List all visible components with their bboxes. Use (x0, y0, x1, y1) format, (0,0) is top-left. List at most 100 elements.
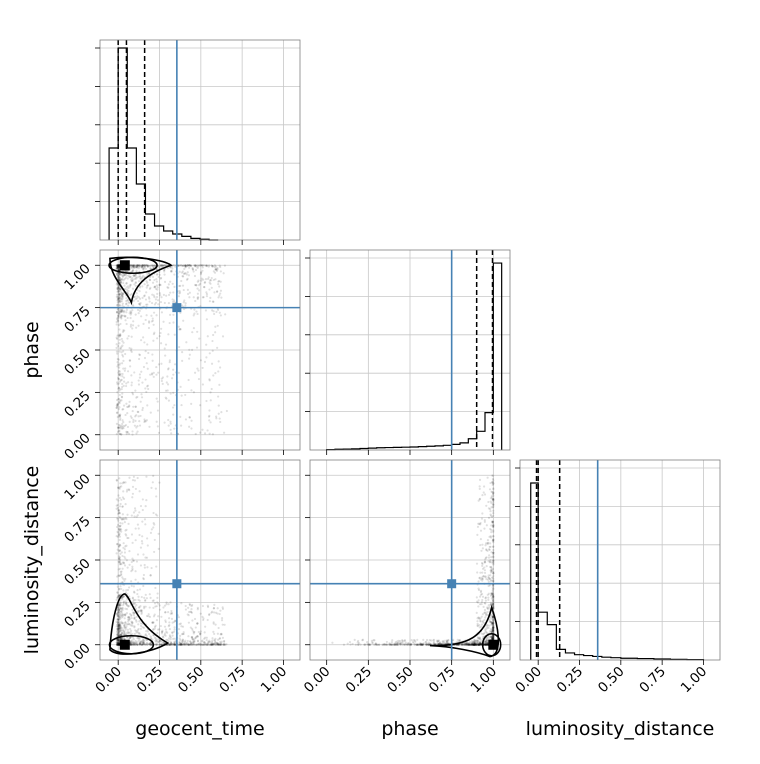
panel-geocent_time-vs-luminosity_distance-point (181, 639, 185, 642)
panel-geocent_time-vs-phase-point (118, 286, 121, 289)
panel-geocent_time-vs-luminosity_distance-point (117, 611, 120, 614)
panel-geocent_time-vs-luminosity_distance-point (213, 603, 216, 606)
panel-geocent_time-vs-luminosity_distance-point (118, 604, 121, 607)
panel-geocent_time-vs-phase-point (122, 384, 125, 387)
panel-geocent_time-vs-phase-point (209, 279, 213, 282)
panel-geocent_time-vs-phase-point (219, 265, 222, 269)
panel-phase-vs-luminosity_distance-point (492, 559, 495, 562)
panel-geocent_time-vs-luminosity_distance-point (117, 625, 120, 628)
panel-phase-vs-luminosity_distance-point (485, 578, 488, 581)
panel-geocent_time-vs-phase-point (117, 301, 120, 304)
panel-geocent_time-vs-phase-point (164, 343, 168, 346)
panel-geocent_time-vs-luminosity_distance-point (163, 632, 167, 635)
panel-geocent_time-vs-luminosity_distance-point (116, 595, 119, 599)
panel-geocent_time-vs-luminosity_distance-point (147, 642, 151, 646)
panel-phase-vs-luminosity_distance-point (485, 524, 488, 527)
panel-geocent_time-vs-luminosity_distance-point (168, 643, 171, 646)
panel-geocent_time-vs-phase-point (182, 264, 185, 267)
panel-phase-vs-luminosity_distance-point (472, 643, 475, 646)
panel-phase-vs-luminosity_distance-point (420, 643, 423, 646)
panel-phase-vs-luminosity_distance-point (492, 602, 495, 605)
panel-geocent_time-vs-luminosity_distance-point (117, 531, 120, 534)
panel-geocent_time-vs-phase-point (145, 291, 148, 294)
panel-phase-vs-luminosity_distance-point (478, 643, 481, 646)
panel-geocent_time-vs-luminosity_distance-point (219, 643, 223, 646)
panel-geocent_time-vs-phase-point (161, 264, 164, 267)
panel-phase-vs-luminosity_distance-point (492, 637, 495, 640)
panel-geocent_time-vs-phase-point (219, 314, 222, 317)
panel-geocent_time-vs-phase-point (116, 264, 120, 267)
panel-geocent_time-vs-luminosity_distance-point (154, 605, 157, 608)
panel-geocent_time-vs-luminosity_distance-point (118, 532, 121, 535)
panel-geocent_time-vs-luminosity_distance-point (138, 642, 142, 645)
panel-geocent_time-vs-luminosity_distance-point (118, 623, 122, 626)
panel-phase-vs-luminosity_distance-point (481, 512, 484, 515)
panel-geocent_time-vs-luminosity_distance-xtick-label: 1.00 (258, 664, 291, 697)
panel-phase-vs-luminosity_distance-point (491, 627, 494, 630)
panel-geocent_time-vs-phase-point (188, 353, 191, 356)
panel-phase-vs-luminosity_distance-point (480, 632, 483, 635)
panel-geocent_time-vs-phase-point (115, 320, 118, 324)
panel-phase-vs-luminosity_distance-point (491, 637, 494, 640)
panel-phase-vs-luminosity_distance-point (464, 642, 467, 646)
panel-geocent_time-vs-phase-point (138, 297, 142, 300)
panel-geocent_time-vs-phase-point (116, 267, 119, 270)
panel-geocent_time-vs-phase-point (115, 404, 118, 407)
panel-geocent_time-vs-phase-point (118, 328, 121, 331)
panel-geocent_time-vs-luminosity_distance-point (116, 548, 119, 551)
panel-geocent_time-vs-phase-point (145, 419, 148, 422)
panel-geocent_time-vs-luminosity_distance-point (214, 637, 217, 640)
panel-geocent_time-vs-phase-point (201, 264, 204, 267)
panel-geocent_time-vs-luminosity_distance-point (118, 486, 121, 490)
panel-geocent_time-vs-luminosity_distance-point (136, 643, 139, 646)
panel-geocent_time-vs-luminosity_distance-point (173, 637, 176, 640)
panel-phase-vs-luminosity_distance-point (491, 636, 494, 640)
panel-geocent_time-vs-luminosity_distance-point (117, 606, 120, 609)
panel-geocent_time-vs-luminosity_distance-point (138, 606, 141, 609)
panel-geocent_time-vs-phase-point (136, 264, 139, 267)
panel-geocent_time-vs-luminosity_distance-point (198, 642, 201, 645)
panel-geocent_time-vs-phase-point (133, 295, 137, 298)
panel-phase-vs-luminosity_distance-point (492, 636, 495, 639)
panel-phase-vs-luminosity_distance-point (487, 584, 490, 587)
panel-geocent_time-vs-phase-point (208, 300, 211, 303)
panel-phase-vs-luminosity_distance-point (396, 643, 399, 646)
panel-geocent_time-vs-luminosity_distance-point (162, 606, 165, 609)
panel-phase-vs-luminosity_distance-point (483, 519, 486, 522)
panel-geocent_time-vs-phase-point (118, 414, 121, 417)
panel-geocent_time-vs-phase-point (118, 288, 121, 291)
panel-phase-vs-luminosity_distance-point (491, 567, 495, 571)
panel-geocent_time-vs-phase-point (205, 292, 209, 296)
panel-geocent_time-vs-luminosity_distance-point (199, 642, 203, 646)
panel-geocent_time-vs-luminosity_distance-point (120, 614, 123, 617)
panel-phase-vs-luminosity_distance-point (492, 579, 495, 583)
hist-luminosity_distance-xtick-label: 0.00 (512, 664, 545, 697)
panel-geocent_time-vs-luminosity_distance-point (171, 643, 174, 646)
panel-geocent_time-vs-phase-point (128, 276, 132, 279)
panel-geocent_time-vs-phase-point (118, 279, 122, 282)
panel-geocent_time-vs-luminosity_distance-point (192, 632, 195, 635)
panel-phase-vs-luminosity_distance-point (405, 643, 409, 646)
panel-geocent_time-vs-phase-point (167, 424, 170, 427)
panel-geocent_time-vs-luminosity_distance-point (143, 607, 146, 610)
panel-phase-vs-luminosity_distance-point (473, 642, 477, 645)
panel-geocent_time-vs-luminosity_distance-point (116, 591, 119, 594)
panel-geocent_time-vs-luminosity_distance-point (138, 599, 141, 602)
panel-geocent_time-vs-phase-point (169, 266, 172, 269)
panel-phase-vs-luminosity_distance-point (457, 643, 460, 646)
panel-geocent_time-vs-phase-point (173, 301, 176, 304)
panel-geocent_time-vs-phase-point (119, 347, 123, 350)
panel-phase-vs-luminosity_distance-point (484, 641, 487, 644)
panel-geocent_time-vs-phase-point (124, 287, 127, 291)
panel-geocent_time-vs-phase-point (116, 264, 119, 267)
panel-geocent_time-vs-phase-point (206, 335, 209, 338)
panel-geocent_time-vs-luminosity_distance-point (203, 641, 206, 644)
panel-geocent_time-vs-phase-point (117, 401, 121, 404)
panel-phase-vs-luminosity_distance-point (354, 643, 357, 646)
panel-geocent_time-vs-luminosity_distance-point (116, 641, 119, 644)
panel-phase-vs-luminosity_distance-point (396, 643, 399, 646)
panel-geocent_time-vs-phase-point (188, 348, 191, 351)
panel-phase-vs-luminosity_distance-point (491, 477, 495, 481)
panel-phase-vs-luminosity_distance-point (490, 566, 493, 569)
panel-geocent_time-vs-luminosity_distance-point (145, 634, 148, 637)
